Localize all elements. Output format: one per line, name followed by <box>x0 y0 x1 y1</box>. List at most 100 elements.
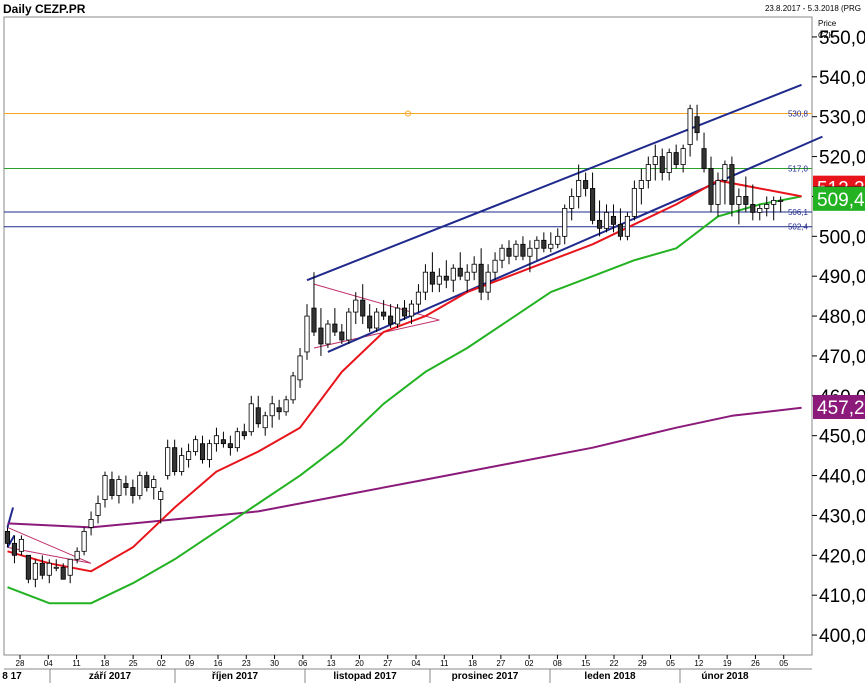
candle[interactable] <box>248 403 254 433</box>
candle[interactable] <box>624 215 630 237</box>
candle[interactable] <box>743 196 749 205</box>
candle[interactable] <box>610 215 617 225</box>
candle[interactable] <box>534 239 540 249</box>
candle[interactable] <box>429 271 435 285</box>
candle[interactable] <box>457 267 463 277</box>
candle[interactable] <box>485 271 491 293</box>
candle[interactable] <box>151 479 157 488</box>
candle[interactable] <box>576 180 582 197</box>
candle[interactable] <box>325 323 331 345</box>
candle[interactable] <box>666 152 672 173</box>
candle[interactable] <box>478 263 484 293</box>
candle[interactable] <box>464 271 470 281</box>
candle[interactable] <box>39 562 45 576</box>
candle[interactable] <box>95 503 101 516</box>
candle[interactable] <box>186 451 192 461</box>
candle[interactable] <box>513 243 519 257</box>
candle[interactable] <box>569 196 575 209</box>
candle[interactable] <box>555 235 561 245</box>
candle[interactable] <box>290 375 296 401</box>
candle[interactable] <box>722 164 728 181</box>
candle[interactable] <box>332 323 338 333</box>
candle[interactable] <box>374 311 380 329</box>
candle[interactable] <box>450 267 456 281</box>
candle[interactable] <box>53 566 59 569</box>
candle[interactable] <box>659 156 665 173</box>
candle[interactable] <box>241 431 247 437</box>
candle[interactable] <box>520 243 526 257</box>
candle[interactable] <box>227 443 233 449</box>
candle[interactable] <box>548 243 554 249</box>
candle[interactable] <box>583 180 589 189</box>
candle[interactable] <box>130 487 136 496</box>
candle[interactable] <box>701 148 707 169</box>
candle[interactable] <box>436 275 442 285</box>
candle[interactable] <box>67 558 73 576</box>
candle[interactable] <box>269 403 275 417</box>
candle[interactable] <box>729 164 735 205</box>
candle[interactable] <box>116 479 122 496</box>
candle[interactable] <box>778 200 784 202</box>
candle[interactable] <box>102 475 108 500</box>
candle[interactable] <box>346 311 352 341</box>
candle[interactable] <box>687 108 693 146</box>
candle[interactable] <box>165 447 171 476</box>
candle[interactable] <box>234 431 240 449</box>
candle[interactable] <box>199 443 206 461</box>
candle[interactable] <box>541 239 547 249</box>
candle[interactable] <box>318 327 324 345</box>
candle[interactable] <box>276 407 282 413</box>
candle[interactable] <box>603 211 610 229</box>
candle[interactable] <box>4 530 11 544</box>
candle[interactable] <box>694 116 700 134</box>
candle[interactable] <box>506 247 512 257</box>
candle[interactable] <box>771 200 777 205</box>
candle[interactable] <box>74 550 80 560</box>
candle[interactable] <box>764 204 770 209</box>
candle[interactable] <box>353 299 359 313</box>
candle[interactable] <box>715 180 721 205</box>
candle[interactable] <box>367 315 373 329</box>
candle[interactable] <box>408 303 415 317</box>
candle[interactable] <box>339 331 345 341</box>
candle[interactable] <box>262 415 268 429</box>
candle[interactable] <box>471 263 477 273</box>
candle[interactable] <box>708 168 714 205</box>
candle[interactable] <box>192 439 199 453</box>
candle[interactable] <box>158 491 164 500</box>
candle[interactable] <box>381 311 387 317</box>
candle[interactable] <box>206 443 213 461</box>
candle[interactable] <box>11 542 18 556</box>
candle[interactable] <box>401 307 408 317</box>
candle[interactable] <box>32 562 38 580</box>
candle[interactable] <box>645 164 651 181</box>
candle[interactable] <box>88 519 94 528</box>
candle[interactable] <box>304 315 310 353</box>
candle[interactable] <box>757 207 763 213</box>
candle[interactable] <box>590 188 596 221</box>
candle[interactable] <box>144 475 150 488</box>
candle[interactable] <box>638 180 644 189</box>
candle[interactable] <box>680 148 686 165</box>
candle[interactable] <box>673 152 679 165</box>
candle[interactable] <box>492 259 498 273</box>
candle[interactable] <box>562 207 568 237</box>
candle[interactable] <box>220 439 226 445</box>
candle[interactable] <box>123 483 129 488</box>
candle[interactable] <box>283 399 289 413</box>
candle[interactable] <box>60 566 66 580</box>
candle[interactable] <box>394 307 401 325</box>
candle[interactable] <box>360 299 366 317</box>
candle[interactable] <box>81 530 87 552</box>
candle[interactable] <box>109 479 115 496</box>
candle[interactable] <box>179 455 185 472</box>
candle[interactable] <box>736 196 742 205</box>
candle[interactable] <box>631 188 637 217</box>
candle[interactable] <box>255 407 261 425</box>
candle[interactable] <box>388 315 394 325</box>
candle[interactable] <box>652 156 658 165</box>
candle[interactable] <box>422 271 428 293</box>
candle[interactable] <box>137 475 143 496</box>
candle[interactable] <box>415 291 422 305</box>
candle[interactable] <box>172 447 178 472</box>
